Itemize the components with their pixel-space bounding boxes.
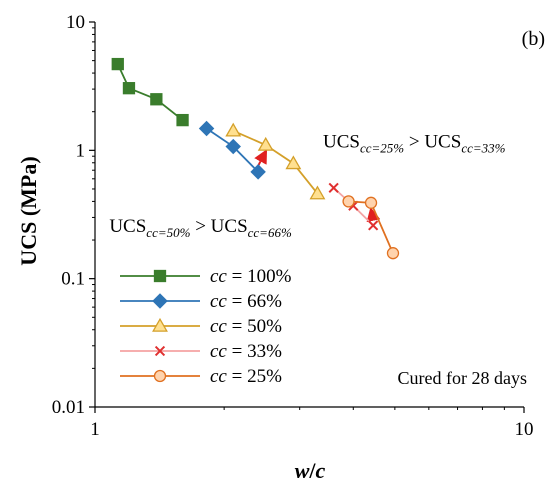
panel-label: (b) [522, 28, 545, 50]
y-tick-label: 10 [66, 12, 85, 33]
x-axis-title-c: c [316, 458, 326, 483]
trend-arrow [366, 207, 381, 223]
legend-item: cc = 50% [120, 316, 282, 337]
series-line [116, 63, 184, 121]
annotation-mid: > UCS [190, 216, 247, 237]
annotation-sub: cc=50% [146, 225, 190, 240]
trend-arrow [254, 149, 268, 167]
legend-label: cc = 25% [210, 366, 282, 387]
data-point [198, 120, 215, 137]
legend-value: = 33% [227, 341, 282, 362]
legend-prefix: cc [210, 341, 227, 362]
legend-value: = 100% [227, 266, 292, 287]
data-point [328, 182, 339, 193]
data-point [225, 138, 241, 155]
legend-marker [153, 269, 167, 283]
arrows [254, 149, 381, 223]
x-tick-label: 1 [90, 419, 100, 440]
annotation-prefix: UCS [109, 216, 146, 237]
legend-item: cc = 25% [120, 366, 282, 387]
series-4 [342, 195, 400, 260]
legend-marker [152, 293, 168, 309]
legend-marker [153, 369, 167, 383]
annotation-sub: cc=66% [248, 225, 292, 240]
data-point [150, 93, 163, 106]
legend-label: cc = 100% [210, 266, 292, 287]
annotation-mid: > UCS [404, 132, 461, 153]
series-line [232, 129, 319, 195]
legend-prefix: cc [210, 366, 227, 387]
legend-prefix: cc [210, 266, 227, 287]
data-point [368, 220, 379, 231]
series-1 [198, 120, 266, 180]
data-point [386, 247, 400, 260]
data-point [111, 57, 124, 71]
comparison-annotation: UCScc=50% > UCScc=66% [109, 216, 292, 240]
data-point [257, 136, 274, 151]
data-point [364, 196, 378, 209]
legend-marker [154, 345, 166, 357]
data-point [122, 82, 136, 95]
series-2 [225, 122, 326, 200]
x-axis-title-sep: / [308, 458, 316, 483]
legend-item: cc = 66% [120, 291, 282, 312]
x-axis-title-w: w [295, 458, 310, 483]
data-point [342, 195, 355, 208]
series-0 [111, 57, 189, 127]
y-tick-label: 1 [76, 140, 86, 161]
data-point [285, 155, 302, 170]
legend-label: cc = 66% [210, 291, 282, 312]
data-point [309, 185, 326, 200]
legend-value: = 66% [227, 291, 282, 312]
data-point [250, 164, 266, 180]
legend-value: = 50% [227, 316, 282, 337]
annotation-sub: cc=25% [360, 141, 404, 156]
legend-prefix: cc [210, 291, 227, 312]
legend-value: = 25% [227, 366, 282, 387]
y-tick-label: 0.1 [61, 269, 85, 290]
y-tick-label: 0.01 [52, 397, 85, 418]
legend-prefix: cc [210, 316, 227, 337]
x-tick-label: 10 [515, 419, 534, 440]
legend-label: cc = 50% [210, 316, 282, 337]
legend-item: cc = 33% [120, 341, 282, 362]
data-point [225, 122, 242, 137]
legend-item: cc = 100% [120, 266, 292, 287]
annotation-prefix: UCS [323, 132, 360, 153]
axes: 0.01 0.1 1 10 1 10 [52, 12, 534, 440]
legend: cc = 100%cc = 66%cc = 50%cc = 33%cc = 25… [120, 266, 292, 387]
legend-label: cc = 33% [210, 341, 282, 362]
comparison-annotation: UCScc=25% > UCScc=33% [323, 132, 506, 156]
annotation-layer: UCScc=25% > UCScc=33%UCScc=50% > UCScc=6… [109, 132, 505, 241]
legend-marker [152, 317, 168, 332]
y-axis-title: UCS (MPa) [16, 156, 41, 265]
annotation-sub: cc=33% [461, 141, 505, 156]
x-axis-title: w/c [295, 458, 326, 483]
data-point [176, 113, 189, 127]
cure-note: Cured for 28 days [398, 368, 527, 388]
series-layer [111, 57, 400, 260]
